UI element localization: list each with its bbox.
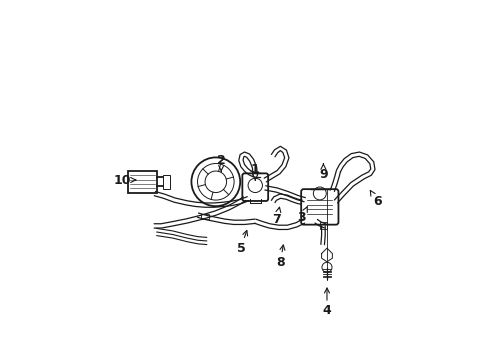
- Text: 10: 10: [114, 174, 136, 186]
- Text: 8: 8: [276, 245, 285, 269]
- Text: 6: 6: [369, 190, 381, 208]
- Text: 7: 7: [272, 207, 281, 226]
- Bar: [319, 222, 326, 229]
- Text: 5: 5: [236, 230, 247, 255]
- Text: 2: 2: [216, 154, 225, 171]
- Bar: [163, 175, 169, 189]
- Bar: [128, 171, 156, 193]
- Text: 9: 9: [319, 164, 327, 181]
- Text: 4: 4: [322, 288, 331, 318]
- Text: 3: 3: [297, 207, 307, 224]
- Bar: [201, 214, 209, 220]
- Text: 1: 1: [250, 163, 259, 180]
